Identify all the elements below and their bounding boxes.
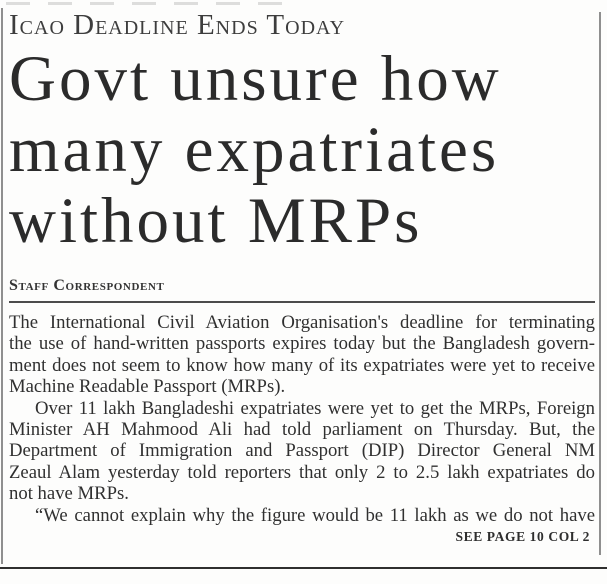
bottom-rule xyxy=(0,567,607,569)
continuation-note: SEE PAGE 10 COL 2 xyxy=(455,529,590,545)
article-body: The International Civil Aviation Organis… xyxy=(9,312,595,526)
left-column-rule xyxy=(1,8,3,564)
headline-line: Govt unsure how xyxy=(9,43,502,115)
byline-rule xyxy=(9,301,595,303)
headline-line: without MRPs xyxy=(9,185,423,257)
body-line: Minister AH Mahmood Ali had told parliam… xyxy=(9,419,595,441)
headline: Govt unsure how many expatriates without… xyxy=(9,44,595,257)
body-line: Machine Readable Passport (MRPs). xyxy=(9,376,286,398)
body-line: Department of Immigration and Passport (… xyxy=(9,440,595,462)
right-column-rule xyxy=(599,12,601,555)
body-line: Zeaul Alam yesterday told reporters that… xyxy=(9,461,595,483)
body-line: ment does not seem to know how many of i… xyxy=(9,354,595,376)
byline: Staff Correspondent xyxy=(9,277,165,294)
body-paragraph: The International Civil Aviation Organis… xyxy=(9,312,595,398)
body-line: The International Civil Aviation Organis… xyxy=(9,312,595,333)
body-paragraph: “We cannot explain why the figure would … xyxy=(9,505,595,526)
body-paragraph: Over 11 lakh Bangladeshi expatriates wer… xyxy=(9,398,595,505)
body-line: “We cannot explain why the figure would … xyxy=(35,504,595,526)
body-line: Over 11 lakh Bangladeshi expatriates wer… xyxy=(35,397,595,419)
body-line: the use of hand-written passports expire… xyxy=(9,333,595,355)
article: Icao Deadline Ends Today Govt unsure how… xyxy=(9,9,595,545)
body-line: not have MRPs. xyxy=(9,483,129,505)
top-edge-smudge xyxy=(6,2,296,5)
headline-line: many expatriates xyxy=(9,114,500,186)
kicker: Icao Deadline Ends Today xyxy=(9,9,346,41)
